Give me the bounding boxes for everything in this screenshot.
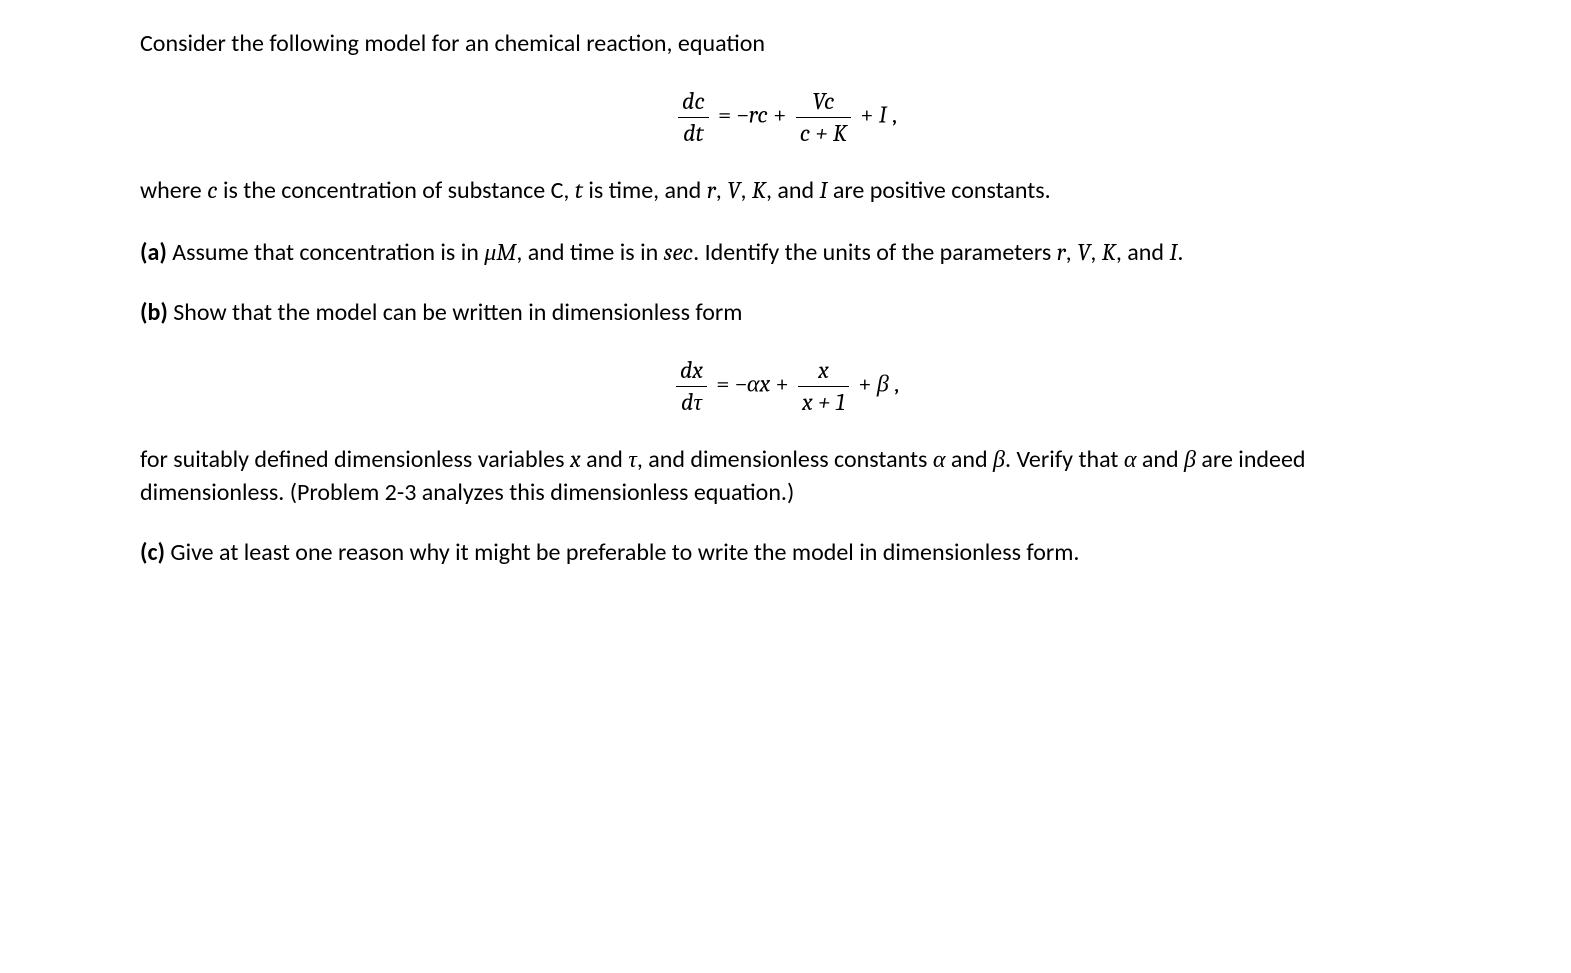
eq1-term3: I — [879, 101, 887, 129]
part-c-paragraph: (c) Give at least one reason why it migh… — [140, 537, 1431, 569]
a-text-3: . Identify the units of the parameters — [693, 238, 1057, 267]
var-K: K — [752, 176, 766, 204]
document-page: Consider the following model for an chem… — [0, 0, 1571, 569]
eq1-comma: , — [892, 101, 897, 129]
where-text-7: are positive constants. — [827, 176, 1050, 205]
eq1-lhs-den: dt — [678, 118, 709, 146]
eq2-term1: −αx — [735, 370, 770, 398]
eq2-comma: , — [894, 370, 899, 398]
part-c-label: (c) — [140, 538, 170, 567]
where-text-3: is time, and — [583, 176, 707, 205]
a-text-6: , and — [1116, 238, 1170, 267]
b2-var-beta2: β — [1184, 445, 1196, 473]
a-var-K: K — [1102, 238, 1116, 266]
b2-var-alpha2: α — [1124, 445, 1137, 473]
where-text-2: is the concentration of substance C, — [218, 176, 575, 205]
equation-1: dc dt = −rc + Vc c + K + I , — [140, 88, 1431, 146]
eq1-term1: −rc — [737, 101, 768, 129]
part-b-continuation: for suitably defined dimensionless varia… — [140, 443, 1431, 509]
a-text-2: , and time is in — [516, 238, 663, 267]
a-text-4: , — [1066, 238, 1077, 267]
var-c: c — [207, 176, 217, 204]
intro-paragraph: Consider the following model for an chem… — [140, 28, 1431, 60]
b2-var-tau: τ — [628, 445, 637, 473]
var-r: r — [707, 176, 716, 204]
b2-var-beta: β — [993, 445, 1005, 473]
eq2-lhs-num: dx — [676, 357, 707, 386]
b-text: Show that the model can be written in di… — [173, 298, 742, 327]
b2-text-4: and — [945, 445, 993, 474]
eq2-lhs-fraction: dx dτ — [676, 357, 707, 415]
eq1-lhs-num: dc — [678, 88, 709, 117]
b2-var-x: x — [570, 445, 581, 473]
b2-text-6: and — [1136, 445, 1184, 474]
eq1-plus1: + — [773, 101, 792, 129]
a-text-1: Assume that concentration is in — [172, 238, 484, 267]
eq2-term2-fraction: x x + 1 — [798, 357, 849, 415]
b2-text-5: . Verify that — [1005, 445, 1124, 474]
eq1-lhs-fraction: dc dt — [678, 88, 709, 146]
eq2-plus1: + — [775, 370, 794, 398]
eq2-t2-num: x — [798, 357, 849, 386]
unit-uM: μM — [484, 238, 516, 266]
a-text-7: . — [1177, 238, 1183, 267]
eq1-t2-den: c + K — [796, 118, 851, 146]
eq2-t2-den: x + 1 — [798, 387, 849, 415]
c-text: Give at least one reason why it might be… — [170, 538, 1079, 567]
a-text-5: , — [1090, 238, 1101, 267]
where-text-5: , — [740, 176, 751, 205]
eq1-equals: = — [718, 101, 737, 129]
part-a-paragraph: (a) Assume that concentration is in μM, … — [140, 236, 1431, 269]
b2-text-1: for suitably defined dimensionless varia… — [140, 445, 570, 474]
where-text-4: , — [716, 176, 727, 205]
a-var-r: r — [1057, 238, 1066, 266]
eq1-term2-fraction: Vc c + K — [796, 88, 851, 146]
eq1-plus2: + — [860, 101, 879, 129]
part-b-intro: (b) Show that the model can be written i… — [140, 297, 1431, 329]
intro-text: Consider the following model for an chem… — [140, 29, 765, 58]
b2-text-3: , and dimensionless constants — [637, 445, 933, 474]
b2-var-alpha: α — [933, 445, 946, 473]
a-var-V: V — [1077, 238, 1090, 266]
var-t: t — [575, 176, 583, 204]
where-text-1: where — [140, 176, 207, 205]
equation-2: dx dτ = −αx + x x + 1 + β , — [140, 357, 1431, 415]
eq2-lhs-den: dτ — [676, 387, 707, 415]
eq2-plus2: + — [858, 370, 877, 398]
part-b-label: (b) — [140, 298, 173, 327]
where-paragraph: where c is the concentration of substanc… — [140, 174, 1431, 207]
eq2-equals: = — [716, 370, 735, 398]
eq2-term3: β — [877, 370, 889, 398]
b2-text-2: and — [581, 445, 629, 474]
part-a-label: (a) — [140, 238, 172, 267]
var-V: V — [727, 176, 740, 204]
unit-sec: sec — [664, 238, 693, 266]
where-text-6: , and — [766, 176, 820, 205]
eq1-t2-num: Vc — [796, 88, 851, 117]
